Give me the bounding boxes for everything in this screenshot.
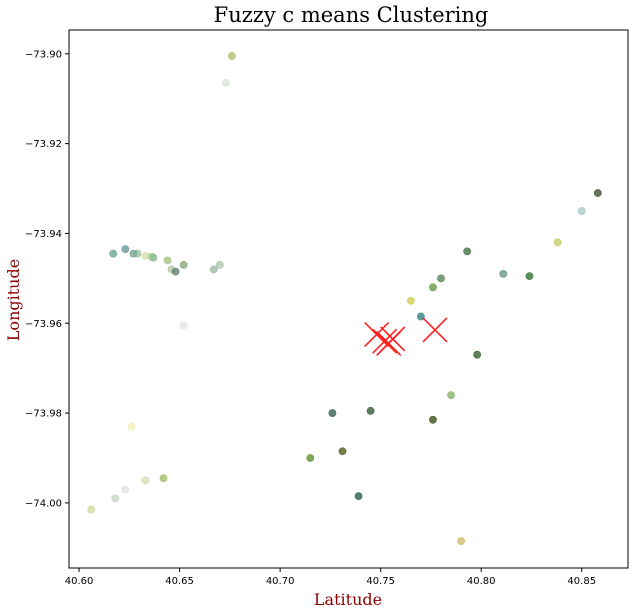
x-tick-label: 40.80	[467, 576, 496, 587]
data-point	[577, 207, 586, 215]
y-tick-label: −73.94	[25, 229, 62, 240]
cluster-center-marker	[380, 326, 406, 352]
data-point	[406, 296, 415, 305]
y-tick-label: −73.98	[25, 409, 62, 420]
data-point	[215, 260, 224, 269]
cluster-center-marker	[422, 317, 448, 343]
data-point	[366, 406, 375, 415]
y-tick-label: −73.92	[25, 139, 62, 150]
data-point	[328, 409, 337, 417]
x-tick-label: 40.60	[65, 576, 94, 587]
data-point	[149, 253, 158, 262]
data-point	[457, 537, 466, 545]
y-tick-label: −73.96	[25, 319, 62, 330]
x-axis: 40.60 40.65 40.70 40.75 40.80 40.85	[65, 568, 596, 587]
x-tick-label: 40.70	[266, 576, 295, 587]
data-point	[163, 256, 172, 265]
data-point	[473, 350, 482, 359]
cluster-center-marker	[364, 321, 390, 348]
data-point	[121, 245, 130, 254]
y-axis-label: Longitude	[4, 259, 23, 341]
data-point	[437, 274, 445, 283]
data-point	[127, 422, 136, 431]
data-point	[338, 447, 347, 456]
data-point	[159, 474, 168, 483]
data-point	[109, 249, 118, 258]
data-points	[87, 52, 602, 545]
data-point	[227, 52, 236, 60]
data-point	[429, 415, 437, 424]
data-point	[179, 260, 188, 269]
y-axis: −73.90 −73.92 −73.94 −73.96 −73.98 −74.00	[25, 49, 69, 509]
data-point	[171, 267, 180, 276]
y-tick-label: −73.90	[25, 49, 62, 60]
data-point	[593, 189, 602, 197]
cluster-centers	[364, 317, 448, 357]
data-point	[179, 321, 188, 330]
cluster-center-marker	[372, 328, 398, 354]
plot-area	[68, 29, 629, 569]
data-point	[87, 505, 96, 514]
data-point	[306, 454, 315, 462]
data-point	[447, 391, 455, 400]
data-point	[209, 265, 218, 274]
data-point	[525, 272, 534, 280]
data-point	[463, 247, 472, 256]
x-tick-label: 40.65	[165, 576, 194, 587]
x-tick-label: 40.85	[567, 576, 596, 587]
data-point	[354, 492, 363, 501]
y-tick-label: −74.00	[25, 498, 62, 509]
data-point	[141, 476, 150, 485]
x-axis-label: Latitude	[314, 590, 382, 609]
data-point	[429, 283, 437, 292]
data-point	[121, 485, 130, 494]
data-point	[221, 79, 230, 87]
data-point	[133, 249, 142, 258]
data-point	[111, 494, 120, 503]
data-point	[499, 269, 508, 278]
chart-title: Fuzzy c means Clustering	[214, 3, 489, 27]
x-tick-label: 40.75	[366, 576, 395, 587]
data-point	[553, 238, 562, 247]
